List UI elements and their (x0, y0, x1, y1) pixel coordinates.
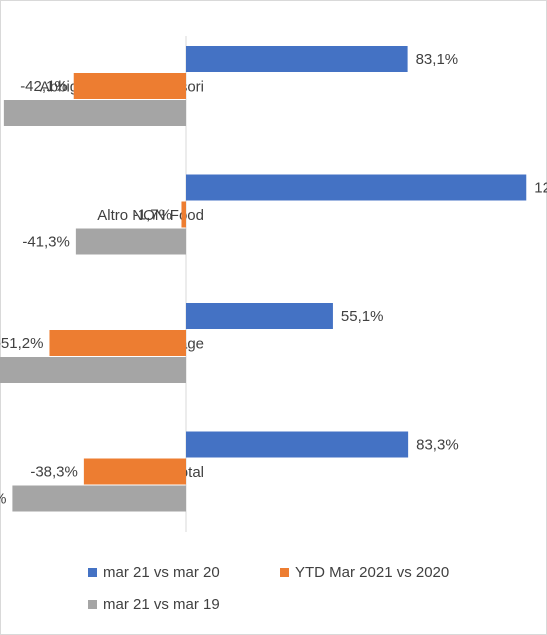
data-label-series-2: -38,3% (30, 464, 78, 481)
bar-chart: Abbigliamento/Accessori83,1%-42,1%-68,3%… (0, 36, 547, 532)
legend-swatch-series-3 (88, 600, 97, 609)
legend-item-series-3: mar 21 vs mar 19 (88, 596, 220, 613)
legend-swatch-series-2 (280, 568, 289, 577)
data-label-series-1: 83,1% (416, 51, 459, 68)
data-label-series-3: -41,3% (22, 234, 70, 251)
legend-item-series-2: YTD Mar 2021 vs 2020 (280, 564, 449, 581)
bar-series-2 (49, 330, 186, 356)
bar-series-3 (75, 228, 186, 255)
data-label-series-2: -1,7% (133, 207, 172, 224)
data-label-series-3: -65,1% (0, 491, 6, 508)
legend-label-series-3: mar 21 vs mar 19 (103, 596, 220, 613)
bar-series-1 (186, 303, 333, 329)
legend-label-series-1: mar 21 vs mar 20 (103, 564, 220, 581)
bar-series-2 (83, 458, 186, 485)
category-label: Altro NON Food (97, 207, 204, 224)
bar-series-1 (186, 46, 408, 72)
bar-series-1 (186, 431, 409, 458)
data-label-series-2: -51,2% (0, 335, 43, 352)
bar-series-1 (186, 174, 527, 201)
bar-series-3 (3, 100, 186, 126)
legend-label-series-2: YTD Mar 2021 vs 2020 (295, 564, 450, 581)
bar-series-2 (73, 73, 186, 99)
data-label-series-2: -42,1% (20, 78, 68, 95)
data-label-series-1: 55,1% (341, 308, 384, 325)
data-label-series-1: 83,3% (416, 437, 459, 454)
legend-swatch-series-1 (88, 568, 97, 577)
data-label-series-1: 127,6% (534, 180, 547, 197)
legend-item-series-1: mar 21 vs mar 20 (88, 564, 220, 581)
bar-series-3 (12, 485, 187, 512)
bar-series-2 (181, 201, 186, 228)
chart-legend: mar 21 vs mar 20 YTD Mar 2021 vs 2020 ma… (88, 558, 528, 628)
bar-series-3 (0, 357, 186, 383)
